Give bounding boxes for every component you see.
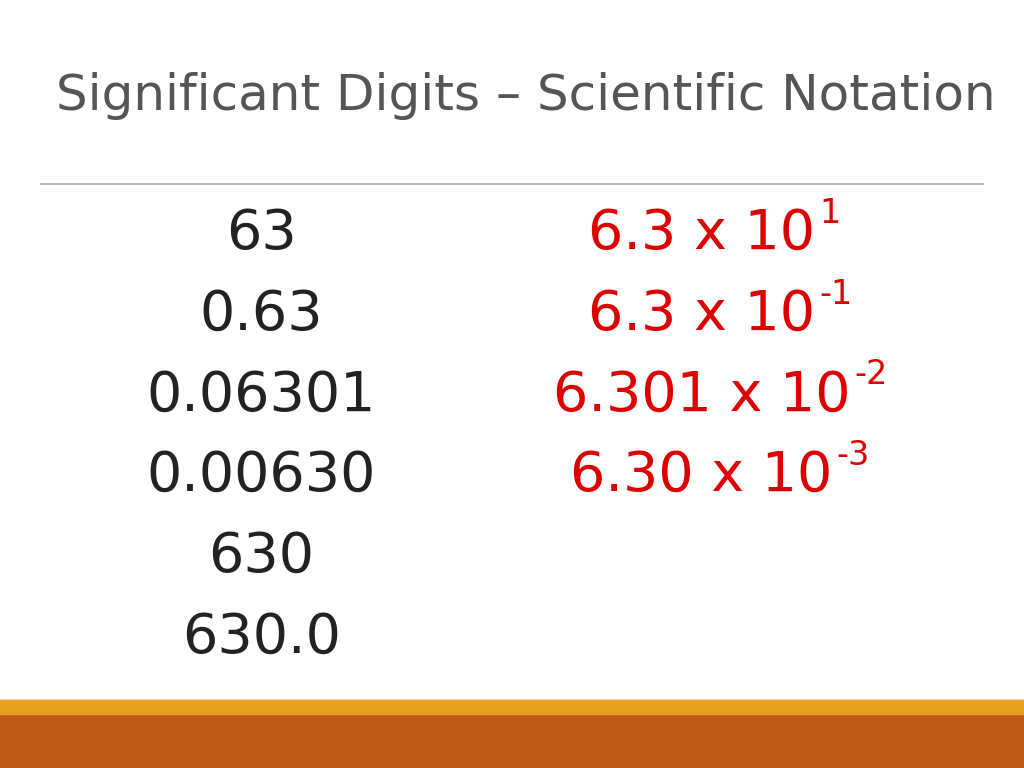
Text: 0.63: 0.63: [200, 288, 323, 342]
Text: 6.30 x 10: 6.30 x 10: [570, 449, 833, 503]
Text: -2: -2: [854, 359, 888, 392]
Text: 630.0: 630.0: [181, 611, 341, 664]
Text: 63: 63: [225, 207, 297, 261]
Text: -3: -3: [837, 439, 870, 472]
Text: Significant Digits – Scientific Notation: Significant Digits – Scientific Notation: [56, 72, 996, 120]
Text: 1: 1: [819, 197, 841, 230]
Text: -1: -1: [819, 278, 852, 311]
Text: 0.06301: 0.06301: [146, 369, 376, 422]
Text: 6.3 x 10: 6.3 x 10: [588, 288, 815, 342]
Bar: [0, 700, 1024, 714]
Bar: [0, 700, 1024, 768]
Text: 6.301 x 10: 6.301 x 10: [553, 369, 850, 422]
Text: 630: 630: [208, 530, 314, 584]
Text: 6.3 x 10: 6.3 x 10: [588, 207, 815, 261]
Text: 0.00630: 0.00630: [146, 449, 376, 503]
